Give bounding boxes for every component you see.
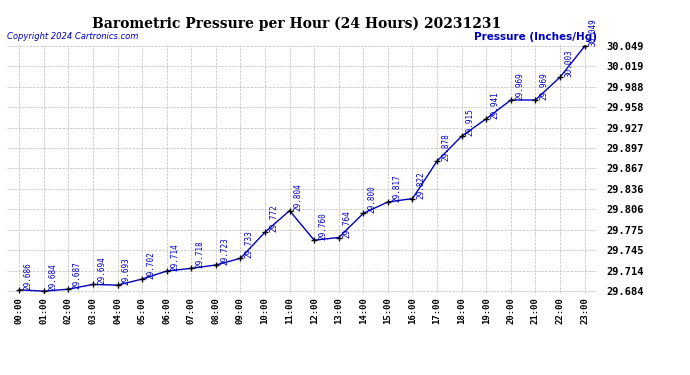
Text: 29.714: 29.714 [171,243,180,271]
Text: 30.003: 30.003 [564,50,573,77]
Text: 29.800: 29.800 [368,186,377,213]
Text: 29.760: 29.760 [318,212,327,240]
Text: Barometric Pressure per Hour (24 Hours) 20231231: Barometric Pressure per Hour (24 Hours) … [92,17,502,31]
Text: 29.684: 29.684 [48,263,57,291]
Text: 29.764: 29.764 [343,210,352,237]
Text: 29.718: 29.718 [195,241,204,268]
Text: Copyright 2024 Cartronics.com: Copyright 2024 Cartronics.com [7,32,138,41]
Text: 29.878: 29.878 [441,133,451,161]
Text: 29.969: 29.969 [540,72,549,100]
Text: 29.702: 29.702 [146,251,155,279]
Text: Pressure (Inches/Hg): Pressure (Inches/Hg) [474,32,597,42]
Text: 29.733: 29.733 [244,231,254,258]
Text: 29.693: 29.693 [121,257,130,285]
Text: 29.969: 29.969 [515,72,524,100]
Text: 29.915: 29.915 [466,108,475,136]
Text: 29.723: 29.723 [220,237,229,265]
Text: 29.694: 29.694 [97,257,106,285]
Text: 29.817: 29.817 [392,174,401,202]
Text: 29.941: 29.941 [491,91,500,119]
Text: 29.686: 29.686 [23,262,32,290]
Text: 30.049: 30.049 [589,19,598,46]
Text: 29.772: 29.772 [269,204,278,232]
Text: 29.822: 29.822 [417,171,426,199]
Text: 29.687: 29.687 [72,261,81,289]
Text: 29.804: 29.804 [294,183,303,211]
